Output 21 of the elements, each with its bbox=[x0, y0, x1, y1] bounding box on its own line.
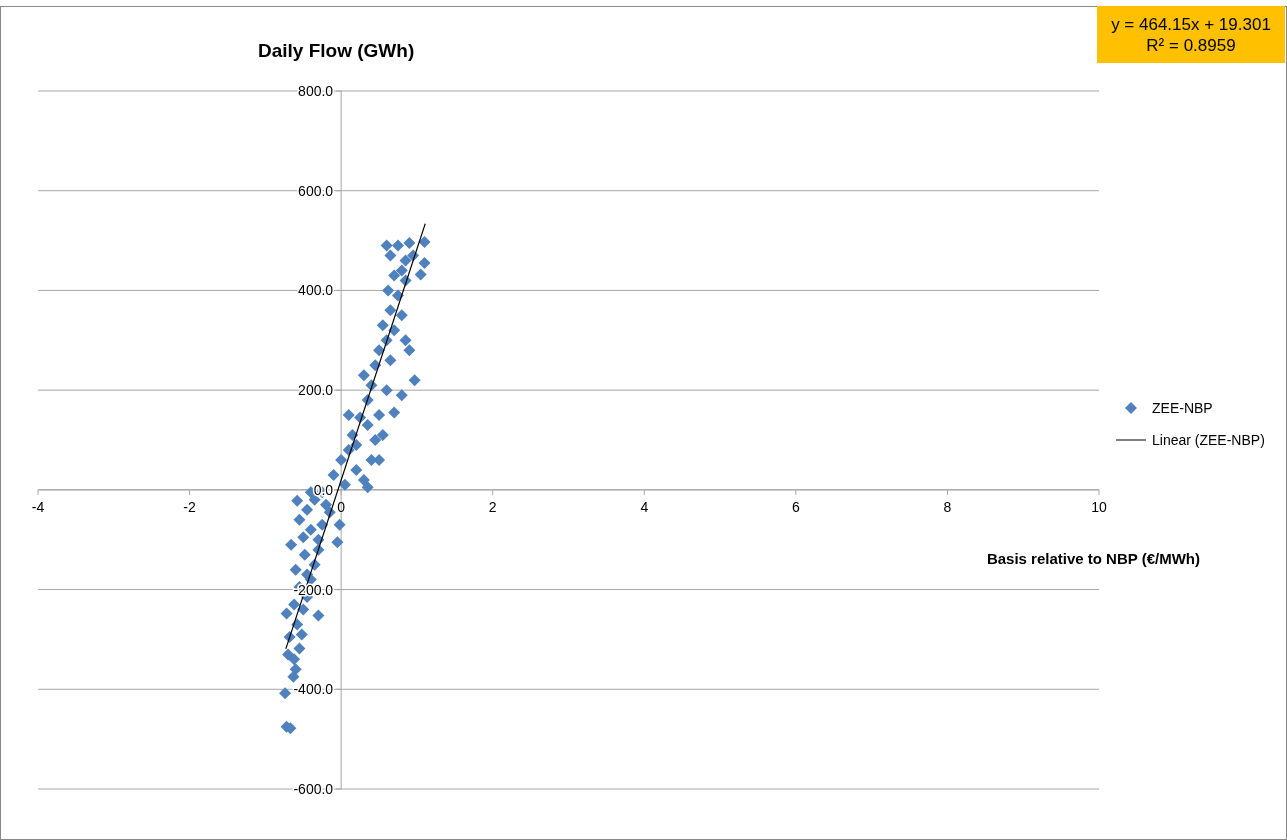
y-tick-label: -400.0 bbox=[293, 681, 334, 698]
legend-label: ZEE-NBP bbox=[1152, 400, 1213, 416]
text: y = 464.15x + 19.301 bbox=[1111, 15, 1271, 34]
text: R² = 0.8959 bbox=[1146, 36, 1236, 55]
x-tick-label: 4 bbox=[640, 498, 649, 515]
x-tick-label: -2 bbox=[183, 498, 197, 515]
x-tick-label: 10 bbox=[1091, 498, 1107, 515]
x-tick-label: -4 bbox=[31, 498, 45, 515]
x-axis-title: Basis relative to NBP (€/MWh) bbox=[986, 550, 1200, 567]
y-tick-label: 0.0 bbox=[313, 481, 334, 498]
y-tick-label: -600.0 bbox=[293, 781, 334, 797]
x-tick-label: 2 bbox=[488, 498, 497, 515]
legend-label: Linear (ZEE-NBP) bbox=[1152, 432, 1265, 448]
y-tick-label: 600.0 bbox=[298, 182, 334, 199]
x-tick-label: 8 bbox=[943, 498, 952, 515]
y-tick-label: 200.0 bbox=[298, 382, 334, 399]
y-tick-label: 800.0 bbox=[298, 83, 334, 99]
y-axis-title: Daily Flow (GWh) bbox=[258, 40, 415, 61]
x-tick-label: 0 bbox=[337, 498, 346, 515]
x-tick-label: 6 bbox=[791, 498, 800, 515]
y-tick-label: 400.0 bbox=[298, 282, 334, 299]
